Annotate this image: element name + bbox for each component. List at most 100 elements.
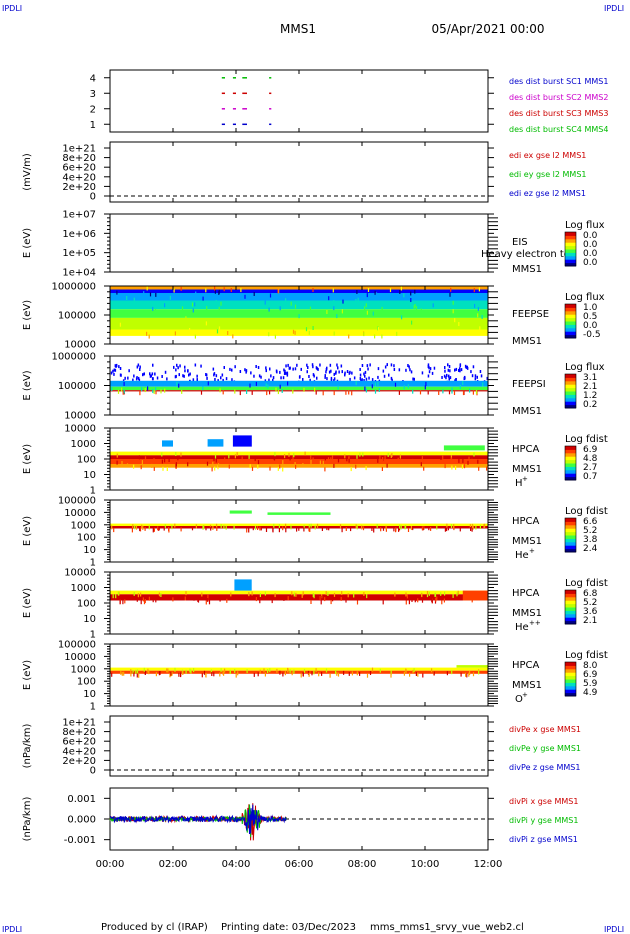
spectrogram-pixel <box>330 376 333 380</box>
spectrogram-speckle <box>285 528 287 533</box>
series-label: des dist burst SC1 MMS1 <box>509 77 608 86</box>
spectrogram-pixel <box>413 377 415 381</box>
spectrogram-speckle <box>274 334 276 339</box>
spectrogram-speckle <box>210 526 212 531</box>
spectrogram-speckle <box>207 597 209 602</box>
spectrogram-speckle <box>426 591 429 595</box>
colorbar-title: Log flux <box>565 362 605 373</box>
spectrogram-speckle <box>161 459 163 464</box>
colorbar-segment <box>565 377 576 382</box>
spectrogram-speckle <box>269 466 271 471</box>
xtick-label: 02:00 <box>159 859 188 870</box>
spectrogram-pixel <box>371 378 374 382</box>
xtick-label: 06:00 <box>285 859 314 870</box>
spectrogram-speckle <box>316 523 319 528</box>
colorbar-tick-label: 0.0 <box>583 321 598 331</box>
spectrogram-speckle <box>420 462 422 467</box>
series-label: des dist burst SC2 MMS2 <box>509 93 608 102</box>
spacecraft-label: MMS1 <box>512 406 542 417</box>
colorbar-segment <box>565 459 576 464</box>
spectrogram-pixel <box>183 374 185 378</box>
spectrogram-speckle <box>213 457 215 462</box>
ytick-label: 3 <box>90 89 96 100</box>
spectrogram-speckle <box>333 306 335 311</box>
spectrogram-speckle <box>191 302 194 307</box>
spectrogram-speckle <box>353 593 355 598</box>
xtick-label: 08:00 <box>348 859 377 870</box>
species-charge: + <box>522 475 528 483</box>
spectrogram-pixel <box>139 365 141 369</box>
colorbar-frame <box>564 517 577 553</box>
spectrogram-speckle <box>295 592 297 597</box>
spectrogram-pixel <box>206 376 208 380</box>
spectrogram-speckle <box>440 591 442 596</box>
spectrogram-speckle <box>193 668 195 672</box>
spectrogram-speckle <box>412 526 414 531</box>
spectrogram-speckle <box>205 321 207 326</box>
spectrogram-speckle <box>365 303 367 308</box>
spectrogram-speckle <box>162 466 164 471</box>
spectrogram-speckle <box>287 381 289 386</box>
spectrogram-pixel <box>289 366 291 370</box>
ytick-label: 1 <box>90 120 96 131</box>
colorbar-tick-label: 0.0 <box>583 258 598 268</box>
spectrogram-speckle <box>314 525 316 530</box>
spectrogram-pixel <box>265 366 267 370</box>
spectrogram-speckle <box>474 303 476 308</box>
spectrogram-speckle <box>380 527 382 532</box>
corner-mark-bottom-right: IPDLI <box>604 925 624 934</box>
colorbar-segment <box>565 321 576 325</box>
spectrogram-speckle <box>152 306 154 311</box>
spectrogram-speckle <box>405 525 407 529</box>
spectrogram-pixel <box>284 369 286 373</box>
spectrogram-pixel <box>384 365 387 369</box>
spectrogram-speckle <box>123 381 125 386</box>
spectrogram-speckle <box>308 524 310 529</box>
spectrogram-speckle <box>451 465 453 470</box>
spectrogram-speckle <box>342 299 344 304</box>
spectrogram-pixel <box>449 376 452 380</box>
spectrogram-speckle <box>211 467 213 472</box>
ylabel: E (eV) <box>22 370 33 400</box>
spectrogram-pixel <box>479 370 482 373</box>
spectrogram-speckle <box>337 672 340 677</box>
spectrogram-band-6 <box>110 329 488 336</box>
spectrogram-speckle <box>269 390 271 395</box>
spectrogram-speckle <box>138 673 140 678</box>
spectrogram-pixel <box>386 363 388 367</box>
spectrogram-speckle <box>298 526 300 531</box>
colorbar-tick-label: 1.2 <box>583 391 597 401</box>
spectrogram-speckle <box>148 334 150 339</box>
spectrogram-speckle <box>330 600 332 605</box>
spectrogram-speckle <box>192 308 194 313</box>
spectrogram-speckle <box>412 389 414 394</box>
spectrogram-speckle <box>214 454 217 459</box>
spectrogram-speckle <box>292 329 295 334</box>
spectrogram-speckle <box>477 459 479 464</box>
series-label: des dist burst SC4 MMS4 <box>509 125 608 134</box>
ytick-label: 0.000 <box>67 815 96 826</box>
ytick-label: 0 <box>90 192 96 203</box>
spectrogram-speckle <box>264 672 266 677</box>
spectrogram-speckle <box>456 592 458 597</box>
spectrogram-speckle <box>440 455 442 460</box>
spectrogram-pixel <box>319 363 321 367</box>
spectrogram-pixel <box>192 378 195 382</box>
spectrogram-speckle <box>264 591 266 596</box>
spectrogram-pixel <box>113 372 115 376</box>
spectrogram-speckle <box>471 458 473 463</box>
spectrogram-speckle <box>415 306 418 311</box>
spectrogram-speckle <box>327 457 330 462</box>
spectrogram-speckle <box>111 387 113 391</box>
ytick-label: 1 <box>90 630 96 641</box>
spectrogram-speckle <box>337 385 339 390</box>
spectrogram-speckle <box>450 287 452 292</box>
spectrogram-speckle <box>366 594 368 599</box>
spectrogram-speckle <box>293 453 295 458</box>
spectrogram-pixel <box>154 372 156 376</box>
spectrogram-speckle <box>220 301 222 306</box>
spectrogram-pixel <box>337 366 339 370</box>
colorbar-frame <box>564 445 577 481</box>
spectrogram-speckle <box>146 286 148 291</box>
ytick-label: 10 <box>83 689 96 700</box>
